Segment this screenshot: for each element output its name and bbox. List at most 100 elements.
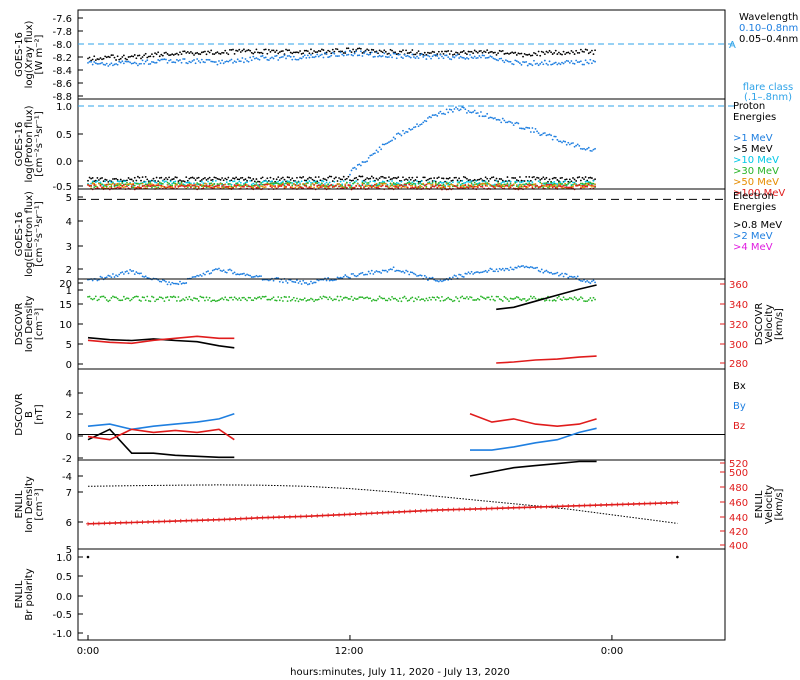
y-tick-label: -7.6 (52, 14, 72, 25)
data-point (594, 185, 596, 188)
data-point (484, 184, 487, 187)
data-point (143, 54, 146, 57)
data-point (579, 60, 582, 63)
data-point (466, 112, 468, 114)
data-point (186, 181, 189, 184)
data-point (306, 299, 309, 301)
data-point (425, 58, 428, 60)
data-point (300, 57, 303, 60)
data-point (528, 182, 531, 185)
data-point (253, 275, 256, 278)
y-tick-label: 7 (66, 488, 72, 499)
data-point (547, 183, 549, 186)
data-point (384, 299, 387, 302)
data-point (389, 48, 392, 51)
data-point (364, 184, 367, 187)
data-point (275, 178, 278, 181)
data-point (345, 296, 348, 299)
data-point (543, 178, 546, 181)
y-axis-label-line: B (24, 411, 35, 418)
y-axis-label: DSCOVRB[nT] (14, 393, 45, 436)
data-point (408, 55, 411, 58)
data-point (512, 63, 515, 66)
data-point (498, 178, 501, 180)
data-point (512, 177, 515, 179)
data-point (522, 180, 524, 183)
data-point (119, 57, 122, 60)
data-point (494, 183, 496, 186)
data-point (278, 185, 281, 187)
data-point (211, 183, 214, 186)
data-point (470, 111, 473, 114)
data-point (99, 57, 102, 59)
data-point (200, 275, 203, 277)
data-point (356, 182, 359, 185)
data-point (489, 55, 492, 58)
data-point (149, 179, 152, 182)
data-point (378, 49, 381, 52)
data-point (317, 184, 320, 187)
data-point (487, 56, 490, 59)
right-tick-label: 360 (729, 280, 748, 291)
data-point (547, 182, 549, 185)
data-point (509, 184, 512, 187)
data-point (581, 185, 584, 187)
data-point (372, 180, 375, 182)
data-point (464, 186, 467, 189)
data-point (442, 57, 445, 60)
data-point (568, 143, 571, 146)
data-point (199, 295, 202, 298)
data-point (548, 49, 551, 52)
data-point (416, 298, 418, 301)
data-point (461, 51, 464, 53)
data-point (495, 268, 498, 271)
data-point (548, 133, 551, 136)
data-point (583, 147, 585, 150)
data-point (133, 273, 136, 276)
data-point (146, 295, 149, 298)
data-point (180, 282, 183, 285)
data-point (484, 269, 487, 272)
data-point (261, 185, 264, 188)
data-point (402, 49, 404, 52)
data-point (519, 52, 521, 55)
data-point (430, 57, 432, 60)
data-point (480, 271, 482, 274)
data-point (285, 57, 287, 60)
data-point (411, 181, 414, 184)
data-point (486, 296, 489, 299)
data-point (199, 180, 202, 182)
data-point (319, 50, 322, 53)
data-point (121, 60, 124, 63)
data-point (305, 180, 308, 183)
y-axis-label: ENLILIon Density[cm⁻³] (14, 476, 45, 533)
data-point (459, 179, 462, 182)
data-point (297, 282, 300, 284)
data-point (172, 178, 175, 180)
data-point (547, 186, 549, 189)
data-point (400, 50, 403, 53)
data-point (102, 63, 105, 66)
data-point (461, 275, 464, 278)
data-point (455, 51, 457, 54)
data-point (380, 55, 383, 58)
data-point (336, 295, 339, 298)
data-point (381, 143, 384, 146)
data-point (526, 180, 529, 183)
data-point (394, 270, 397, 273)
data-point (183, 50, 186, 53)
right-tick-label: 320 (729, 320, 748, 331)
data-point (296, 183, 298, 185)
data-point (252, 52, 255, 55)
data-point (98, 62, 100, 65)
data-point (406, 52, 409, 55)
data-point (151, 183, 153, 186)
right-tick-label: 400 (729, 541, 748, 552)
data-point (497, 182, 499, 184)
data-point (185, 282, 188, 284)
data-point (239, 177, 242, 179)
data-point (515, 179, 518, 181)
data-point (478, 55, 481, 57)
data-point (247, 296, 250, 299)
data-point (374, 186, 376, 189)
